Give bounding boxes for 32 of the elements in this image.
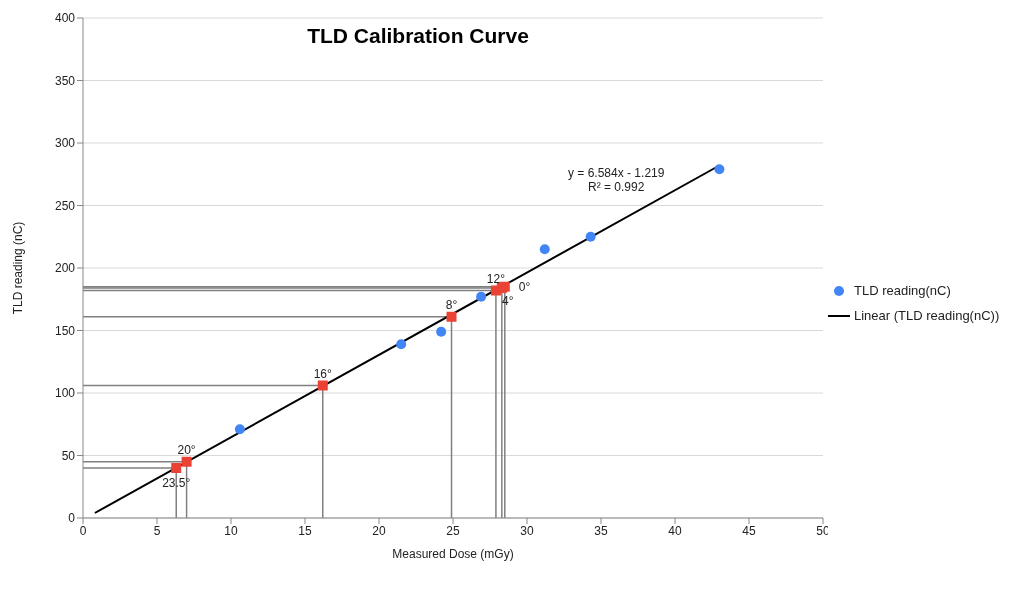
x-tick-label: 20 xyxy=(372,523,386,538)
y-tick-label: 300 xyxy=(54,136,76,151)
legend-label: Linear (TLD reading(nC)) xyxy=(854,308,1000,323)
y-tick-label: 350 xyxy=(54,73,76,88)
x-tick-label: 30 xyxy=(520,523,534,538)
x-axis-title: Measured Dose (mGy) xyxy=(392,547,514,561)
y-tick-label: 150 xyxy=(54,323,76,338)
annotation: 16° xyxy=(313,366,333,381)
x-tick-label: 45 xyxy=(742,523,756,538)
annotation: y = 6.584x - 1.219 xyxy=(568,166,665,180)
chart-title: TLD Calibration Curve xyxy=(306,24,530,48)
x-tick-label: 5 xyxy=(153,523,161,538)
y-tick-label: 50 xyxy=(61,448,76,463)
annotation: 8° xyxy=(445,297,458,312)
y-tick-label: 0 xyxy=(68,511,76,526)
x-tick-label: 0 xyxy=(79,523,87,538)
annotation: 4° xyxy=(502,293,514,308)
legend-label: TLD reading(nC) xyxy=(854,283,951,298)
y-axis-title: TLD reading (nC) xyxy=(11,221,26,315)
y-tick-label: 200 xyxy=(54,261,76,276)
x-tick-label: 25 xyxy=(446,523,460,538)
x-tick-label: 10 xyxy=(224,523,238,538)
annotation: 12° xyxy=(486,271,506,286)
y-tick-label: 100 xyxy=(54,386,76,401)
y-tick-label: 400 xyxy=(54,11,76,26)
annotation: 20° xyxy=(177,442,196,457)
x-tick-label: 40 xyxy=(668,523,682,538)
annotation: 0° xyxy=(518,280,531,295)
x-tick-label: 15 xyxy=(298,523,312,538)
x-tick-label: 35 xyxy=(594,523,608,538)
y-tick-label: 250 xyxy=(54,198,76,213)
annotation: R² = 0.992 xyxy=(587,180,646,194)
